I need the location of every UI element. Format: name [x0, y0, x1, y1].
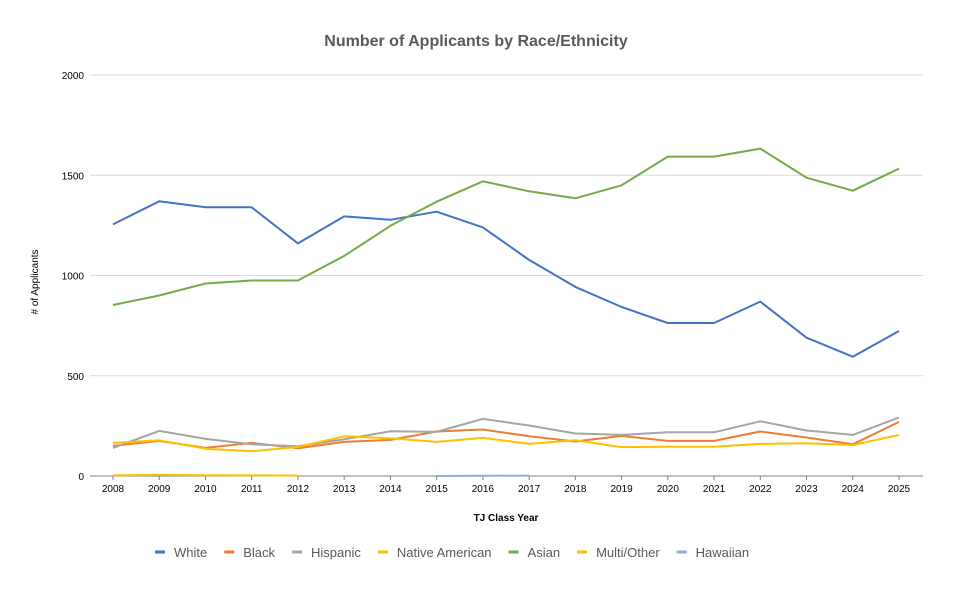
x-tick-label: 2018	[564, 484, 587, 495]
x-tick-label: 2020	[657, 484, 680, 495]
series-line-multi-other	[112, 433, 900, 453]
series-asian	[112, 147, 900, 306]
y-tick-label: 0	[78, 472, 84, 483]
x-tick-label: 2019	[610, 484, 633, 495]
legend-item-black: Black	[224, 545, 276, 560]
series-lines	[112, 147, 900, 477]
legend-item-native-american: Native American	[377, 545, 492, 560]
y-tick-label: 1500	[62, 171, 85, 182]
x-tick-label: 2016	[472, 484, 495, 495]
legend-item-hispanic: Hispanic	[292, 545, 361, 560]
x-axis-label: TJ Class Year	[474, 513, 539, 524]
y-tick-label: 2000	[62, 71, 85, 82]
legend-label: Hispanic	[311, 545, 361, 560]
series-line-hispanic	[112, 416, 900, 449]
x-tick-label: 2021	[703, 484, 726, 495]
legend-label: Multi/Other	[596, 545, 660, 560]
series-native-american	[112, 473, 298, 477]
x-tick-label: 2013	[333, 484, 356, 495]
legend-item-white: White	[155, 545, 207, 560]
series-line-white	[112, 200, 900, 358]
x-tick-label: 2025	[888, 484, 911, 495]
x-tick-label: 2014	[379, 484, 402, 495]
legend-label: Asian	[528, 545, 561, 560]
y-tick-label: 1000	[62, 272, 85, 283]
x-tick-label: 2010	[194, 484, 217, 495]
y-axis-ticks: 0 500 1000 1500 2000	[62, 71, 85, 483]
legend-label: White	[174, 545, 207, 560]
series-multi-other	[112, 433, 900, 453]
legend: White Black Hispanic Native American Asian Mu…	[155, 545, 749, 560]
legend-label: Hawaiian	[696, 545, 749, 560]
x-tick-label: 2023	[795, 484, 818, 495]
legend-item-multi-other: Multi/Other	[577, 545, 660, 560]
x-tick-label: 2017	[518, 484, 541, 495]
series-white	[112, 200, 900, 358]
series-line-native-american	[112, 473, 298, 477]
x-tick-label: 2022	[749, 484, 772, 495]
x-tick-label: 2015	[426, 484, 449, 495]
x-tick-label: 2011	[241, 484, 263, 495]
series-hispanic	[112, 416, 900, 449]
y-axis-label: # of Applicants	[30, 249, 41, 314]
x-axis-ticks: 2008 2009 2010 2011 2012 2013 2014 2015 2016 2017…	[102, 476, 911, 495]
series-line-asian	[112, 147, 900, 306]
legend-label: Black	[243, 545, 275, 560]
gridlines	[90, 74, 923, 477]
chart-title: Number of Applicants by Race/Ethnicity	[324, 33, 628, 50]
legend-item-asian: Asian	[508, 545, 561, 560]
legend-item-hawaiian: Hawaiian	[676, 545, 749, 560]
x-tick-label: 2024	[842, 484, 865, 495]
x-tick-label: 2009	[148, 484, 171, 495]
x-tick-label: 2012	[287, 484, 310, 495]
x-tick-label: 2008	[102, 484, 125, 495]
y-tick-label: 500	[67, 372, 84, 383]
legend-label: Native American	[397, 545, 492, 560]
